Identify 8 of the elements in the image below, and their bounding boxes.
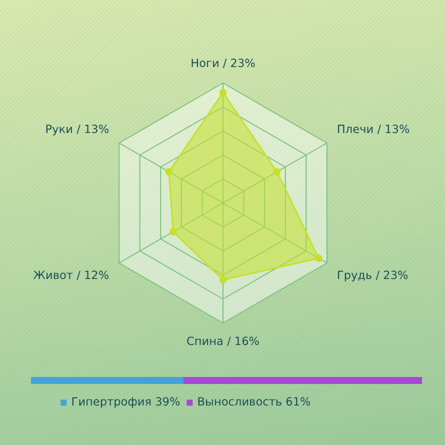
legend-label: Выносливость 61% xyxy=(197,396,312,409)
legend-label: Гипертрофия 39% xyxy=(71,396,180,409)
spoke-label: Грудь / 23% xyxy=(336,269,408,282)
spoke-label: Плечи / 13% xyxy=(336,123,410,136)
spoke-label: Спина / 16% xyxy=(186,335,260,348)
spoke-label: Живот / 12% xyxy=(33,269,110,282)
spoke-label: Ноги / 23% xyxy=(190,57,256,70)
spoke-label: Руки / 13% xyxy=(45,123,110,136)
